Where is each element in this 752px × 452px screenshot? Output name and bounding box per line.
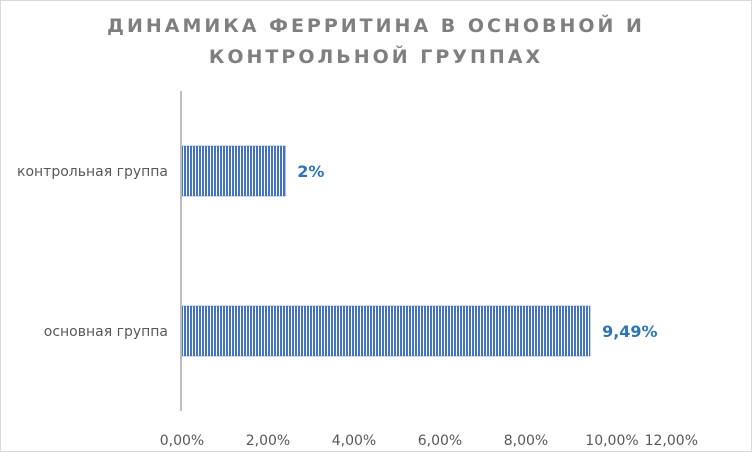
x-tick-label-3: 6,00%	[418, 433, 462, 449]
bar-1	[181, 145, 286, 197]
bars-layer	[181, 145, 591, 357]
x-tick-label-5: 10,00%	[585, 433, 638, 449]
x-tick-label-0: 0,00%	[160, 433, 204, 449]
x-tick-label-1: 2,00%	[246, 433, 290, 449]
x-tick-label-4: 8,00%	[504, 433, 548, 449]
x-tick-label-6: 12,00%	[645, 433, 698, 449]
category-label-1: контрольная группа	[17, 164, 168, 180]
chart-title-line-2: КОНТРОЛЬНОЙ ГРУППАХ	[208, 46, 544, 68]
data-label-1: 2%	[297, 162, 324, 181]
bar-0	[181, 305, 591, 357]
chart-title: ДИНАМИКА ФЕРРИТИНА В ОСНОВНОЙ И КОНТРОЛЬ…	[1, 11, 751, 73]
data-label-0: 9,49%	[602, 322, 658, 341]
category-label-0: основная группа	[44, 324, 168, 340]
x-tick-label-2: 4,00%	[332, 433, 376, 449]
labels-layer: основная группа 9,49% контрольная группа 2%…	[17, 162, 698, 449]
chart-title-line-1: ДИНАМИКА ФЕРРИТИНА В ОСНОВНОЙ И	[107, 15, 645, 37]
